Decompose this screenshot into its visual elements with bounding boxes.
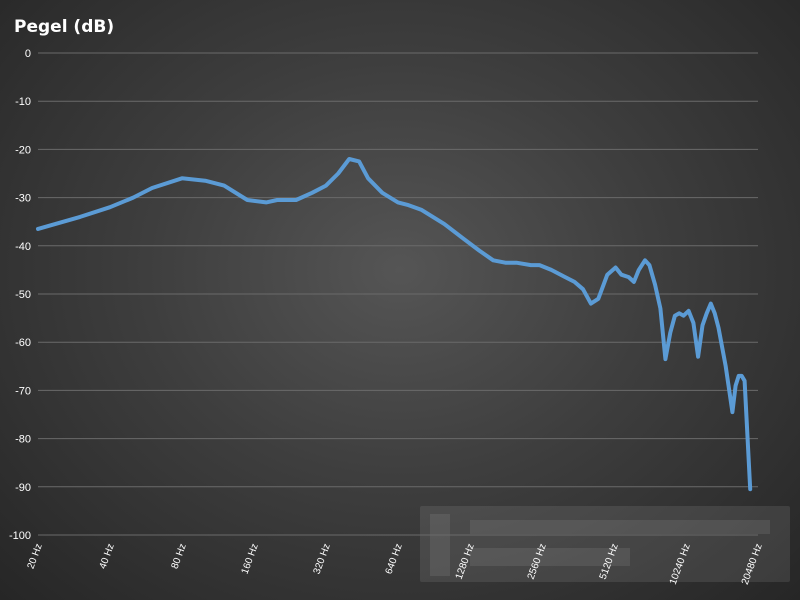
y-axis: 0 -10 -20 -30 -40 -50 -60 -70 -80 -90 -100 <box>9 48 31 542</box>
y-tick-label: -10 <box>15 96 31 108</box>
y-tick-label: -100 <box>9 530 31 542</box>
series-line <box>36 157 753 492</box>
y-tick-label: -70 <box>15 385 31 397</box>
y-tick-label: -30 <box>15 193 31 205</box>
plot-series <box>36 157 753 492</box>
x-tick-label: 20 Hz <box>26 542 45 570</box>
y-tick-label: -50 <box>15 289 31 301</box>
watermark-logo <box>420 506 790 582</box>
x-tick-label: 40 Hz <box>98 542 117 570</box>
x-tick-label: 320 Hz <box>312 542 333 576</box>
x-axis: 20 Hz 40 Hz 80 Hz 160 Hz 320 Hz 640 Hz 1280 Hz… <box>26 542 765 586</box>
x-tick-label: 80 Hz <box>170 542 189 570</box>
y-tick-label: -60 <box>15 337 31 349</box>
y-tick-label: -20 <box>15 144 31 156</box>
x-tick-label: 640 Hz <box>384 542 405 576</box>
y-tick-label: -80 <box>15 434 31 446</box>
x-tick-label: 160 Hz <box>240 542 261 576</box>
y-tick-label: -90 <box>15 482 31 494</box>
gridlines <box>38 52 758 536</box>
y-tick-label: -40 <box>15 241 31 253</box>
chart-title: Pegel (dB) <box>14 17 114 37</box>
y-tick-label: 0 <box>25 48 31 60</box>
